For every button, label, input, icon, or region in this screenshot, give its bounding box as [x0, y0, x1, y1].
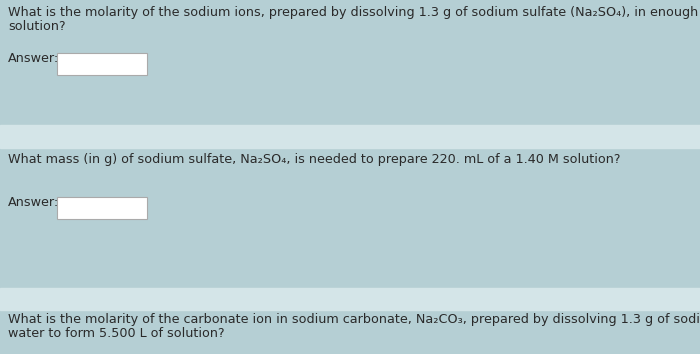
Text: What is the molarity of the carbonate ion in sodium carbonate, Na₂CO₃, prepared : What is the molarity of the carbonate io… [8, 313, 700, 326]
Text: Answer:: Answer: [8, 52, 60, 65]
Bar [0, 288, 700, 310]
FancyBboxPatch shape [57, 53, 147, 75]
Text: What is the molarity of the sodium ions, prepared by dissolving 1.3 g of sodium : What is the molarity of the sodium ions,… [8, 6, 700, 19]
Text: Answer:: Answer: [8, 196, 60, 209]
Text: water to form 5.500 L of solution?: water to form 5.500 L of solution? [8, 327, 225, 340]
Text: solution?: solution? [8, 20, 66, 33]
Text: What mass (in g) of sodium sulfate, Na₂SO₄, is needed to prepare 220. mL of a 1.: What mass (in g) of sodium sulfate, Na₂S… [8, 153, 620, 166]
Bar [0, 125, 700, 148]
FancyBboxPatch shape [57, 197, 147, 219]
